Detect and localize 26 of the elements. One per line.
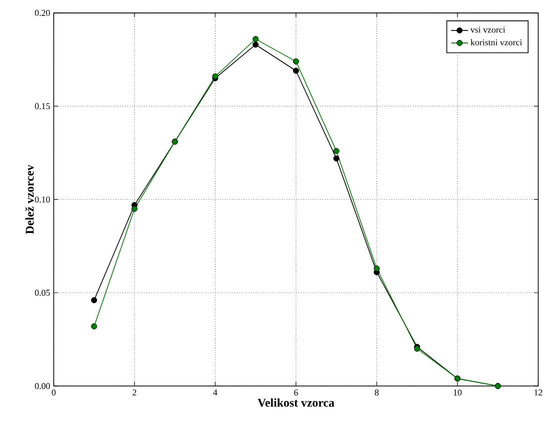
legend-label: vsi vzorci (470, 26, 506, 33)
x-tick-label: 10 (454, 390, 462, 396)
x-tick-label: 0 (52, 390, 56, 396)
point (333, 156, 340, 162)
point (374, 266, 380, 272)
point (252, 42, 259, 48)
y-tick-label: 0.10 (34, 196, 50, 203)
x-tick-label: 8 (374, 390, 379, 396)
x-axis-title: Velikost vzorca (258, 398, 334, 407)
point (252, 36, 259, 42)
x-tick-label: 4 (213, 390, 218, 396)
y-tick-label: 0.15 (34, 103, 50, 110)
x-tick-label: 6 (294, 390, 298, 396)
legend-label: koristni vzorci (470, 39, 522, 46)
point (131, 206, 138, 212)
y-tick-label: 0.00 (34, 383, 50, 390)
point (292, 58, 300, 65)
x-tick-label: 12 (534, 390, 542, 396)
y-tick-label: 0.05 (34, 290, 50, 296)
point (333, 148, 340, 154)
x-tick-label: 2 (132, 390, 136, 396)
point (91, 323, 98, 330)
y-tick-label: 0.20 (34, 10, 50, 16)
point (91, 297, 98, 304)
point (292, 68, 300, 74)
y-axis-title: Delež vzorcev (25, 164, 34, 234)
